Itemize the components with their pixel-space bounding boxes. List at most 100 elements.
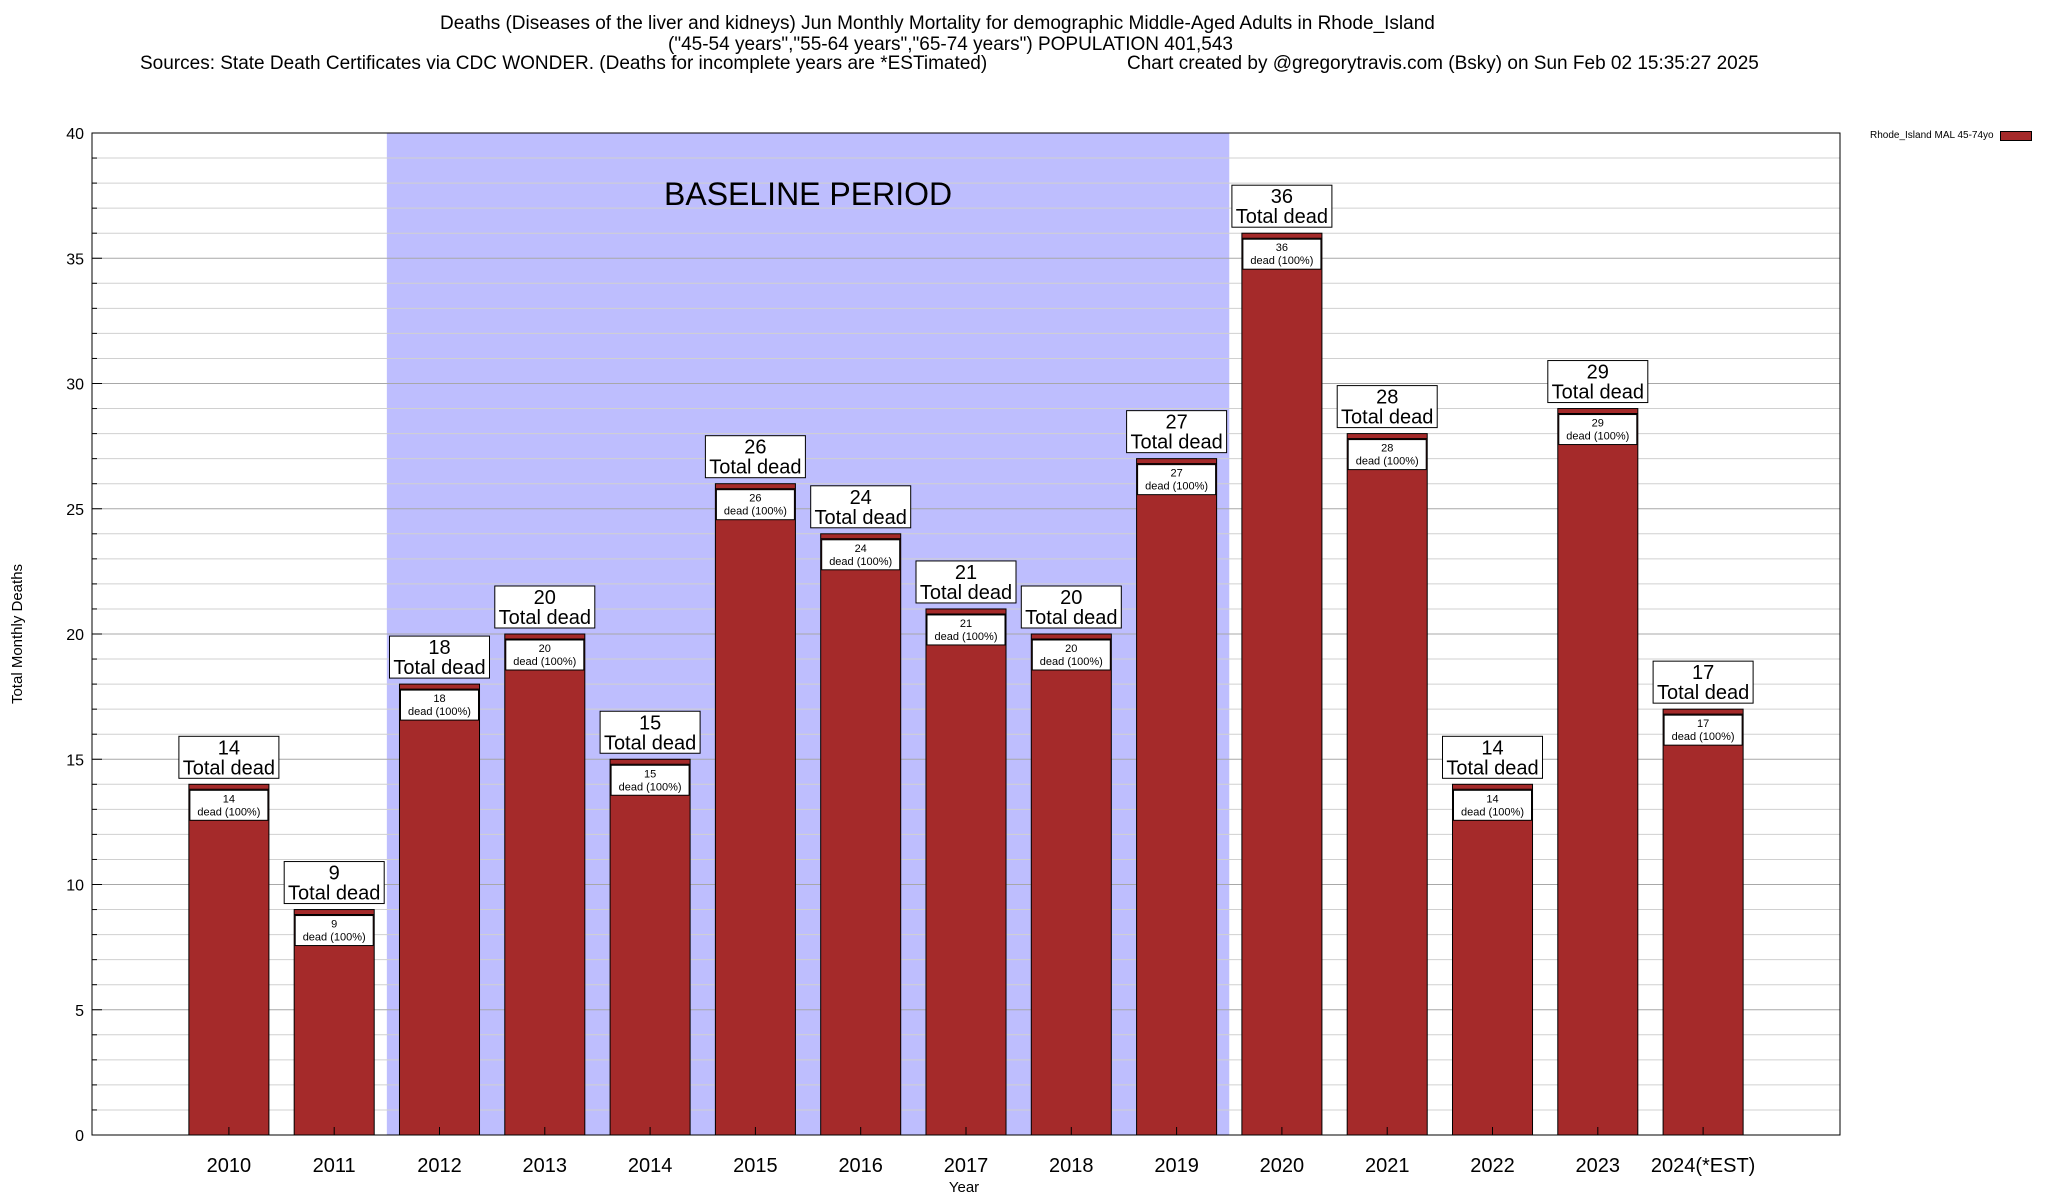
total-label-box xyxy=(494,585,596,629)
inner-label-box xyxy=(715,489,795,521)
inner-label-box xyxy=(189,789,269,821)
total-label-box xyxy=(915,560,1017,604)
total-label-count: 21 xyxy=(955,562,977,584)
inner-label-count: 29 xyxy=(1592,418,1604,430)
total-label-text: Total dead xyxy=(1446,757,1538,779)
bar xyxy=(188,783,270,1136)
inner-label-box xyxy=(1558,414,1638,446)
x-tick-label: 2020 xyxy=(1260,1155,1305,1177)
baseline-label: BASELINE PERIOD xyxy=(664,176,952,212)
inner-label-count: 18 xyxy=(433,693,445,705)
inner-label-count: 36 xyxy=(1276,242,1288,254)
y-axis-label: Total Monthly Deaths xyxy=(9,564,26,704)
bar xyxy=(609,758,691,1136)
x-tick-label: 2016 xyxy=(838,1155,883,1177)
x-tick-label: 2017 xyxy=(944,1155,989,1177)
y-tick-label: 25 xyxy=(66,502,84,519)
chart-title-line-1: Deaths (Diseases of the liver and kidney… xyxy=(440,13,1435,34)
inner-label-box xyxy=(294,915,374,947)
bar xyxy=(504,633,586,1136)
chart-credit-line: Chart created by @gregorytravis.com (Bsk… xyxy=(1127,53,1759,74)
total-label-box xyxy=(1020,585,1122,629)
inner-label-text: dead (100%) xyxy=(1356,456,1419,468)
bar xyxy=(398,683,481,1136)
y-tick-label: 35 xyxy=(66,251,84,268)
total-label-box xyxy=(283,861,385,905)
x-tick-label: 2022 xyxy=(1470,1155,1515,1177)
y-tick-label: 20 xyxy=(66,627,84,644)
chart-title-line-2: ("45-54 years","55-64 years","65-74 year… xyxy=(668,34,1233,55)
total-label-box xyxy=(1126,410,1228,454)
total-label-count: 36 xyxy=(1271,186,1293,208)
inner-label-count: 15 xyxy=(644,768,656,780)
inner-label-text: dead (100%) xyxy=(1461,806,1524,818)
y-tick-label: 10 xyxy=(66,878,84,895)
total-label-text: Total dead xyxy=(1025,607,1117,629)
inner-label-text: dead (100%) xyxy=(935,631,998,643)
total-label-count: 26 xyxy=(744,437,766,459)
total-label-text: Total dead xyxy=(1236,206,1328,228)
total-label-count: 9 xyxy=(329,863,340,885)
total-label-count: 28 xyxy=(1376,387,1398,409)
total-label-count: 20 xyxy=(534,587,556,609)
y-tick-label: 15 xyxy=(66,752,84,769)
total-label-box xyxy=(704,435,806,479)
total-label-text: Total dead xyxy=(499,607,591,629)
total-label-box xyxy=(599,710,701,754)
x-tick-label: 2018 xyxy=(1049,1155,1094,1177)
inner-label-box xyxy=(1663,714,1743,746)
inner-label-text: dead (100%) xyxy=(1672,731,1735,743)
total-label-count: 27 xyxy=(1165,412,1187,434)
inner-label-box xyxy=(821,539,901,571)
y-tick-label: 30 xyxy=(66,377,84,394)
inner-label-box xyxy=(1347,439,1427,471)
inner-label-text: dead (100%) xyxy=(1040,656,1103,668)
total-label-box xyxy=(810,485,912,529)
total-label-text: Total dead xyxy=(815,507,907,529)
inner-label-box xyxy=(1031,639,1111,671)
inner-label-text: dead (100%) xyxy=(1145,481,1208,493)
total-label-box xyxy=(1547,360,1649,404)
chart-sources-line: Sources: State Death Certificates via CD… xyxy=(140,53,988,74)
x-tick-label: 2019 xyxy=(1154,1155,1199,1177)
total-label-text: Total dead xyxy=(393,657,485,679)
x-tick-label: 2015 xyxy=(733,1155,778,1177)
inner-label-count: 24 xyxy=(855,543,867,555)
total-label-count: 14 xyxy=(218,737,240,759)
inner-label-count: 27 xyxy=(1170,468,1182,480)
total-label-box xyxy=(1231,184,1333,228)
inner-label-box xyxy=(1242,238,1322,270)
total-label-text: Total dead xyxy=(604,732,696,754)
bar xyxy=(1030,633,1112,1136)
total-label-box xyxy=(388,635,490,679)
chart-legend: Rhode_Island MAL 45-74yo xyxy=(1870,130,2032,141)
total-label-count: 20 xyxy=(1060,587,1082,609)
plot-frame xyxy=(91,132,1841,1136)
bar xyxy=(1662,708,1744,1136)
x-tick-label: 2021 xyxy=(1365,1155,1410,1177)
total-label-count: 18 xyxy=(428,637,450,659)
bar xyxy=(714,483,796,1136)
inner-label-box xyxy=(505,639,585,671)
x-tick-label: 2011 xyxy=(313,1155,356,1177)
total-label-count: 17 xyxy=(1692,662,1714,684)
inner-label-text: dead (100%) xyxy=(1250,255,1313,267)
x-tick-label: 2023 xyxy=(1576,1155,1621,1177)
total-label-box xyxy=(1652,660,1754,704)
inner-label-count: 26 xyxy=(749,493,761,505)
x-tick-label: 2012 xyxy=(417,1155,462,1177)
total-label-text: Total dead xyxy=(709,457,801,479)
total-label-count: 14 xyxy=(1481,737,1503,759)
